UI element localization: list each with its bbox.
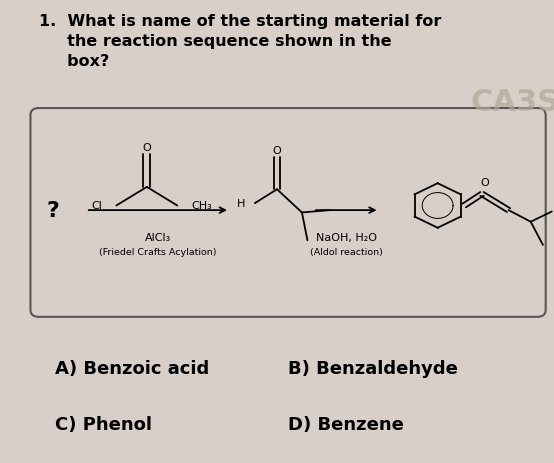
Text: Cl: Cl	[91, 201, 102, 211]
Text: ?: ?	[46, 200, 59, 221]
Text: O: O	[142, 142, 151, 152]
Text: NaOH, H₂O: NaOH, H₂O	[316, 232, 377, 243]
Text: CA3S: CA3S	[471, 88, 554, 116]
Text: O: O	[273, 145, 281, 156]
Text: H: H	[237, 199, 245, 209]
Text: D) Benzene: D) Benzene	[288, 415, 404, 433]
Text: CH₃: CH₃	[191, 201, 212, 211]
Text: (Aldol reaction): (Aldol reaction)	[310, 248, 383, 257]
Text: B) Benzaldehyde: B) Benzaldehyde	[288, 359, 458, 377]
FancyBboxPatch shape	[30, 109, 546, 317]
Text: AlCl₃: AlCl₃	[145, 232, 171, 243]
Text: 1.  What is name of the starting material for
     the reaction sequence shown i: 1. What is name of the starting material…	[39, 14, 441, 69]
Text: (Friedel Crafts Acylation): (Friedel Crafts Acylation)	[99, 248, 217, 257]
Text: A) Benzoic acid: A) Benzoic acid	[55, 359, 209, 377]
Text: O: O	[480, 178, 489, 188]
Text: C) Phenol: C) Phenol	[55, 415, 152, 433]
